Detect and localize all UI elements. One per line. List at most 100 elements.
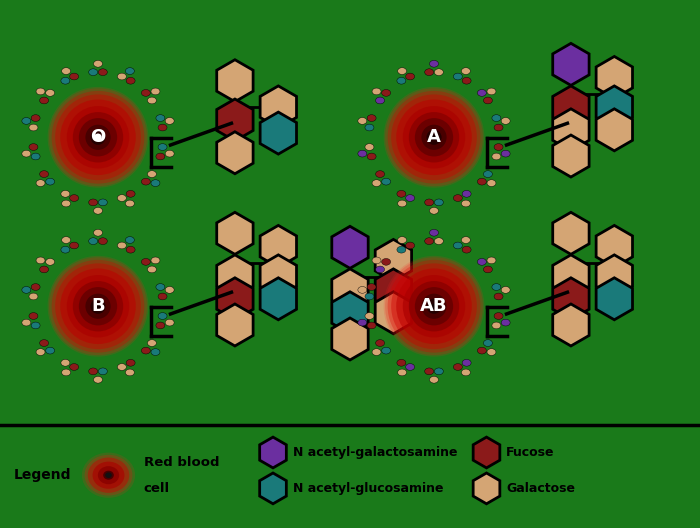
Ellipse shape (396, 99, 472, 175)
Ellipse shape (501, 287, 510, 293)
Ellipse shape (385, 257, 483, 355)
Ellipse shape (61, 360, 70, 366)
Ellipse shape (385, 88, 483, 186)
Text: O: O (90, 128, 106, 146)
Ellipse shape (126, 246, 135, 253)
Ellipse shape (494, 144, 503, 150)
Ellipse shape (484, 97, 492, 104)
Ellipse shape (60, 99, 136, 175)
Text: B: B (91, 297, 105, 315)
Ellipse shape (52, 260, 144, 353)
Ellipse shape (118, 73, 127, 80)
Ellipse shape (426, 130, 442, 145)
Ellipse shape (22, 287, 31, 293)
Ellipse shape (29, 144, 38, 150)
Ellipse shape (29, 313, 38, 319)
Ellipse shape (125, 68, 134, 74)
Ellipse shape (367, 115, 376, 121)
Ellipse shape (415, 287, 453, 325)
Ellipse shape (46, 178, 55, 185)
Ellipse shape (148, 340, 156, 346)
Text: N acetyl-glucosamine: N acetyl-glucosamine (293, 482, 443, 495)
Ellipse shape (462, 246, 471, 253)
Ellipse shape (501, 118, 510, 124)
Ellipse shape (477, 259, 486, 265)
Ellipse shape (48, 87, 148, 187)
Ellipse shape (165, 287, 174, 293)
Ellipse shape (156, 284, 165, 290)
Polygon shape (260, 112, 297, 154)
Ellipse shape (40, 171, 48, 177)
Polygon shape (260, 473, 286, 504)
Polygon shape (375, 292, 412, 334)
Ellipse shape (60, 268, 136, 344)
Polygon shape (217, 132, 253, 174)
Ellipse shape (88, 458, 130, 493)
Ellipse shape (148, 266, 156, 273)
Ellipse shape (94, 376, 102, 383)
Ellipse shape (435, 199, 443, 206)
Ellipse shape (31, 115, 40, 121)
Text: Red blood: Red blood (144, 456, 219, 468)
Ellipse shape (22, 150, 31, 157)
Ellipse shape (61, 77, 70, 84)
Ellipse shape (156, 322, 165, 329)
Ellipse shape (92, 461, 125, 489)
Ellipse shape (126, 191, 135, 197)
Ellipse shape (487, 88, 496, 95)
Ellipse shape (388, 260, 480, 353)
Ellipse shape (398, 200, 407, 207)
Ellipse shape (40, 266, 48, 273)
Ellipse shape (382, 259, 391, 265)
Ellipse shape (376, 266, 384, 273)
Ellipse shape (365, 144, 374, 150)
Ellipse shape (31, 284, 40, 290)
Polygon shape (260, 225, 297, 267)
Ellipse shape (431, 304, 437, 309)
Ellipse shape (425, 368, 433, 375)
Ellipse shape (52, 91, 144, 184)
Ellipse shape (365, 313, 374, 319)
Polygon shape (473, 437, 500, 468)
Ellipse shape (55, 95, 141, 180)
Ellipse shape (487, 257, 496, 264)
Ellipse shape (148, 171, 156, 177)
Ellipse shape (492, 284, 501, 290)
Ellipse shape (501, 319, 510, 326)
Ellipse shape (484, 266, 492, 273)
Ellipse shape (372, 180, 381, 186)
Ellipse shape (367, 153, 376, 160)
Text: A: A (427, 128, 441, 146)
Ellipse shape (66, 275, 130, 337)
Ellipse shape (382, 90, 391, 96)
Ellipse shape (376, 340, 384, 346)
Ellipse shape (430, 376, 438, 383)
Ellipse shape (397, 360, 406, 366)
Ellipse shape (487, 348, 496, 355)
Ellipse shape (421, 294, 447, 319)
Ellipse shape (367, 284, 376, 290)
Polygon shape (596, 86, 633, 128)
Ellipse shape (31, 322, 40, 329)
Ellipse shape (98, 466, 119, 484)
Ellipse shape (477, 178, 486, 185)
Ellipse shape (151, 348, 160, 355)
Ellipse shape (398, 237, 407, 243)
Polygon shape (217, 255, 253, 297)
Ellipse shape (151, 88, 160, 95)
Ellipse shape (148, 97, 156, 104)
Ellipse shape (365, 293, 374, 300)
Ellipse shape (372, 88, 381, 95)
Ellipse shape (99, 368, 107, 375)
Ellipse shape (49, 88, 147, 186)
Ellipse shape (376, 171, 384, 177)
Ellipse shape (94, 134, 101, 141)
Polygon shape (260, 278, 297, 320)
Ellipse shape (141, 90, 150, 96)
Ellipse shape (405, 73, 414, 80)
Ellipse shape (79, 287, 117, 325)
Ellipse shape (462, 360, 471, 366)
Ellipse shape (156, 115, 165, 121)
Ellipse shape (435, 368, 443, 375)
Ellipse shape (461, 237, 470, 243)
